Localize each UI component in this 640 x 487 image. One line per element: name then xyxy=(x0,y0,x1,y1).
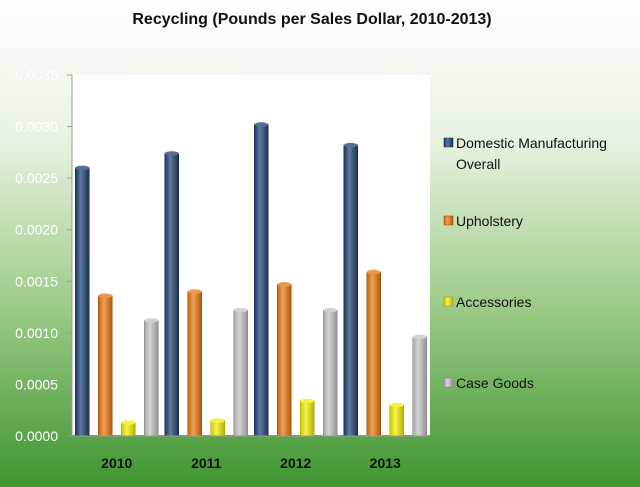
bar-top xyxy=(233,307,248,313)
bar-top xyxy=(412,334,427,340)
y-tick-label: 0.0005 xyxy=(15,376,58,392)
bar-case-goods-2012 xyxy=(323,309,338,437)
y-tick-label: 0.0035 xyxy=(15,67,58,83)
bar-domestic-manufacturing-overall-2011 xyxy=(164,153,179,437)
bar-domestic-manufacturing-overall-2010 xyxy=(75,167,90,437)
bar-top xyxy=(210,418,225,423)
legend-swatch xyxy=(443,296,454,307)
bar-top xyxy=(366,269,381,275)
y-tick-label: 0.0020 xyxy=(15,222,58,238)
bars-group xyxy=(75,122,427,437)
bar-top xyxy=(323,307,338,313)
bar-upholstery-2013 xyxy=(366,271,381,437)
y-tick-label: 0.0015 xyxy=(15,273,58,289)
legend-label: Domestic Manufacturing Overall xyxy=(456,135,607,172)
bar-case-goods-2010 xyxy=(144,320,159,437)
bar-top xyxy=(389,402,404,408)
bar-upholstery-2012 xyxy=(277,284,292,437)
bar-top xyxy=(300,398,315,404)
legend-swatch xyxy=(443,377,454,388)
bar-case-goods-2011 xyxy=(233,309,248,437)
bar-accessories-2011 xyxy=(210,420,225,437)
bar-top xyxy=(254,122,269,127)
bar-accessories-2012 xyxy=(300,400,315,437)
y-tick-label: 0.0025 xyxy=(15,170,58,186)
x-tick-label: 2013 xyxy=(370,455,401,471)
y-tick-label: 0.0030 xyxy=(15,119,58,135)
bar-top xyxy=(187,289,202,294)
bar-top xyxy=(75,165,90,171)
chart-title: Recycling (Pounds per Sales Dollar, 2010… xyxy=(132,11,491,28)
y-tick-label: 0.0010 xyxy=(15,325,58,341)
bar-top xyxy=(343,142,358,148)
y-tick-label: 0.0000 xyxy=(15,428,58,444)
bar-case-goods-2013 xyxy=(412,336,427,437)
x-tick-label: 2010 xyxy=(101,455,132,471)
legend-label: Accessories xyxy=(456,294,531,310)
x-axis: 2010 2011 2012 2013 xyxy=(101,455,401,471)
x-tick-label: 2012 xyxy=(280,455,311,471)
y-axis: 0.0000 0.0005 0.0010 0.0015 0.0020 0.0025 0.00… xyxy=(15,67,72,444)
legend-label: Case Goods xyxy=(456,375,534,391)
bar-upholstery-2011 xyxy=(187,291,202,437)
bar-top xyxy=(98,293,113,298)
bar-top xyxy=(121,420,136,425)
bar-accessories-2013 xyxy=(389,404,404,437)
bar-top xyxy=(277,282,292,287)
x-tick-label: 2011 xyxy=(191,455,222,471)
legend-label: Upholstery xyxy=(456,213,523,229)
bar-upholstery-2010 xyxy=(98,295,113,437)
legend-swatch xyxy=(443,137,454,148)
legend: Domestic Manufacturing Overall Upholstery A… xyxy=(443,135,607,391)
bar-domestic-manufacturing-overall-2013 xyxy=(343,144,358,437)
legend-swatch xyxy=(443,215,454,226)
bar-domestic-manufacturing-overall-2012 xyxy=(254,124,269,437)
bar-top xyxy=(164,151,179,156)
bar-top xyxy=(144,318,159,323)
